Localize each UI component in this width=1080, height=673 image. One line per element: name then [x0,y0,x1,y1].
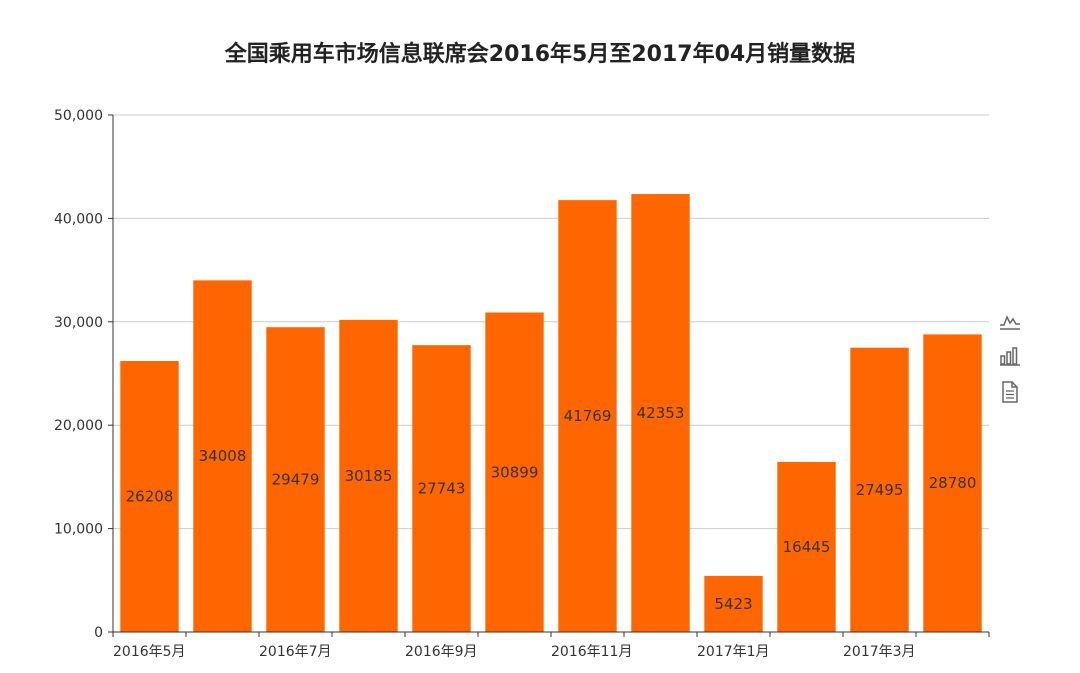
bar [923,334,982,632]
x-tick-label: 2017年3月 [843,644,916,660]
bars [120,194,982,633]
y-axis-ticks: 0 10,000 20,000 30,000 40,000 50,000 [54,108,113,641]
y-tick-label: 20,000 [54,418,103,434]
bar-labels: 26208 34008 29479 30185 27743 30899 41769 42353… [126,404,977,613]
line-chart-icon[interactable] [998,308,1022,332]
bar [631,194,690,632]
x-tick-label: 2016年9月 [405,644,478,660]
bar [558,200,617,633]
bar-value-label: 26208 [126,488,174,506]
y-tick-label: 40,000 [54,211,103,227]
x-tick-label: 2016年11月 [551,644,632,660]
bar-value-label: 41769 [564,407,612,425]
chart-title: 全国乘用车市场信息联席会2016年5月至2017年04月销量数据 [224,42,856,67]
y-tick-label: 10,000 [54,522,103,538]
bar-value-label: 30185 [345,467,393,485]
bar [485,312,544,632]
x-tick-label: 2017年1月 [697,644,770,660]
bar-chart-icon[interactable] [998,344,1022,368]
x-tick-label: 2016年5月 [113,644,186,660]
grid-lines [113,114,989,530]
bar [339,319,398,632]
bar [704,575,763,632]
bar [412,345,471,632]
y-tick-label: 30,000 [54,315,103,331]
bar-value-label: 5423 [714,595,752,613]
bar-value-label: 29479 [272,471,320,489]
bar [266,327,325,632]
bar-value-label: 42353 [637,404,685,422]
y-tick-label: 50,000 [54,108,103,124]
bar [777,461,836,632]
bar [193,280,252,632]
bar [120,361,179,632]
bar-value-label: 34008 [199,447,247,465]
bar [850,347,909,632]
toolbox [998,308,1022,416]
y-tick-label: 0 [94,625,103,641]
bar-value-label: 27743 [418,480,466,498]
x-axis-ticks: 2016年5月 2016年7月 2016年9月 2016年11月 2017年1月 2017… [112,632,990,660]
bar-value-label: 27495 [856,481,904,499]
x-tick-label: 2016年7月 [259,644,332,660]
bar-value-label: 16445 [783,538,831,556]
bar-value-label: 28780 [929,474,977,492]
bar-value-label: 30899 [491,463,539,481]
data-view-icon[interactable] [998,380,1022,404]
